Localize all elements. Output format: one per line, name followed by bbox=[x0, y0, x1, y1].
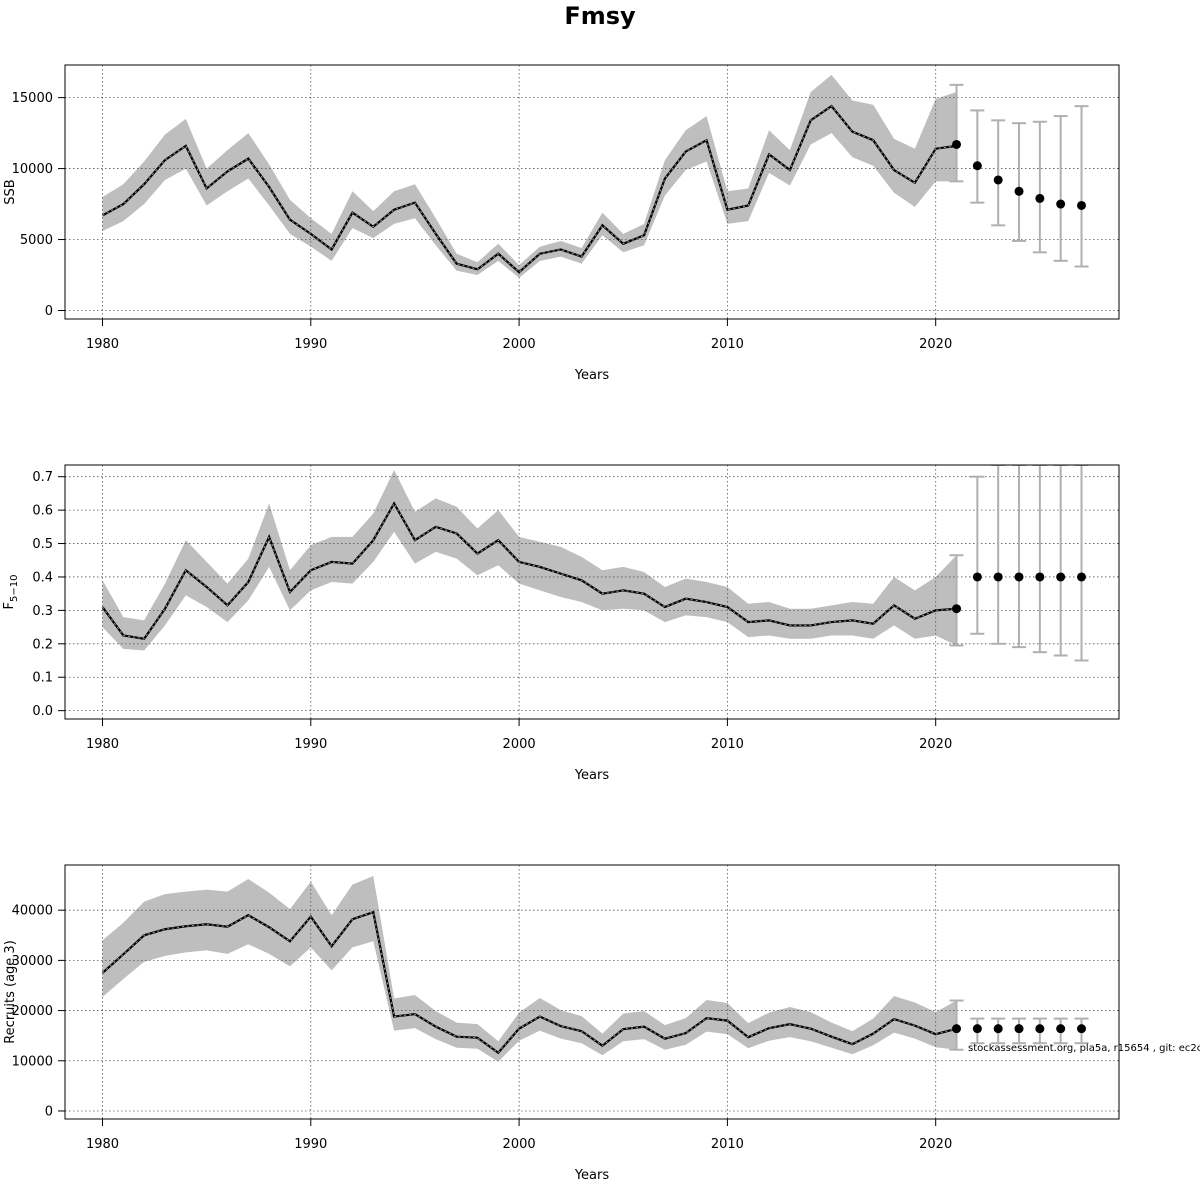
y-tick-label: 0.3 bbox=[32, 604, 53, 619]
forecast-point bbox=[1056, 199, 1066, 209]
x-axis-label: Years bbox=[574, 368, 610, 383]
y-tick-label: 0.2 bbox=[32, 637, 53, 652]
y-tick-label: 30000 bbox=[12, 954, 53, 969]
forecast-point bbox=[952, 139, 962, 149]
x-tick-label: 1990 bbox=[294, 1137, 327, 1152]
forecast-point bbox=[1035, 193, 1045, 203]
forecast-point bbox=[993, 572, 1003, 582]
forecast-point bbox=[972, 161, 982, 171]
y-tick-label: 0 bbox=[45, 304, 53, 319]
forecast-point bbox=[1077, 200, 1087, 210]
forecast-point bbox=[1077, 1024, 1087, 1034]
x-axis-label: Years bbox=[574, 1168, 610, 1183]
x-axis-label: Years bbox=[574, 768, 610, 783]
y-tick-label: 20000 bbox=[12, 1004, 53, 1019]
plot-area bbox=[65, 465, 1119, 719]
y-axis-label: SSB bbox=[3, 179, 18, 204]
y-tick-label: 0.4 bbox=[32, 570, 53, 585]
y-axis-label: Recruits (age 3) bbox=[3, 940, 18, 1044]
x-tick-label: 1980 bbox=[86, 337, 119, 352]
y-tick-label: 0.5 bbox=[32, 537, 53, 552]
y-tick-label: 0 bbox=[45, 1104, 53, 1119]
estimate-line bbox=[101, 104, 957, 274]
forecast-point bbox=[993, 1024, 1003, 1034]
x-tick-label: 2000 bbox=[503, 1137, 536, 1152]
forecast-point bbox=[972, 572, 982, 582]
forecast-point bbox=[993, 175, 1003, 185]
y-tick-label: 0.6 bbox=[32, 504, 53, 519]
x-tick-label: 2020 bbox=[919, 1137, 952, 1152]
confidence-band bbox=[102, 74, 957, 278]
y-axis-label-main: F bbox=[2, 602, 17, 609]
forecast-point bbox=[1014, 572, 1024, 582]
estimate-line-dash bbox=[102, 911, 957, 1054]
recruitment-panel: 1980 1990 2000 2010 2020 0 10000 20000 30000 4000… bbox=[3, 864, 1120, 1183]
plot-frame bbox=[64, 864, 1120, 1120]
forecast-point bbox=[1035, 1024, 1045, 1034]
forecast-point bbox=[1014, 1024, 1024, 1034]
plot-frame bbox=[64, 464, 1120, 720]
y-tick-label: 40000 bbox=[12, 904, 53, 919]
forecast-point bbox=[1014, 186, 1024, 196]
estimate-line-dash bbox=[102, 502, 957, 640]
plot-area bbox=[65, 65, 1119, 319]
y-tick-label: 10000 bbox=[12, 162, 53, 177]
plot-frame bbox=[64, 64, 1120, 320]
y-axis-label-subscript: 5−10 bbox=[9, 575, 20, 602]
x-tick-label: 2020 bbox=[919, 737, 952, 752]
x-tick-label: 2020 bbox=[919, 337, 952, 352]
y-tick-label: 5000 bbox=[20, 233, 53, 248]
x-tick-label: 2010 bbox=[711, 737, 744, 752]
y-tick-label: 0.7 bbox=[32, 470, 53, 485]
confidence-band bbox=[102, 876, 957, 1062]
ssb-panel: 1980 1990 2000 2010 2020 0 5000 10000 15000 Years… bbox=[3, 64, 1120, 383]
x-tick-label: 2000 bbox=[503, 337, 536, 352]
confidence-band bbox=[102, 470, 957, 651]
fishing-mortality-panel: 1980 1990 2000 2010 2020 0.0 0.1 0.2 0.3 0.4 0.5 0.… bbox=[2, 464, 1120, 783]
x-tick-label: 1980 bbox=[86, 737, 119, 752]
forecast-point bbox=[1056, 572, 1066, 582]
x-tick-label: 1990 bbox=[294, 337, 327, 352]
x-tick-label: 2010 bbox=[711, 337, 744, 352]
x-tick-label: 1980 bbox=[86, 1137, 119, 1152]
y-tick-label: 15000 bbox=[12, 91, 53, 106]
forecast-point bbox=[1056, 1024, 1066, 1034]
forecast-point bbox=[952, 604, 962, 614]
y-tick-label: 10000 bbox=[12, 1054, 53, 1069]
forecast-point bbox=[972, 1024, 982, 1034]
y-tick-label: 0.0 bbox=[32, 704, 53, 719]
plot-area bbox=[65, 865, 1119, 1119]
figure-title: Fmsy bbox=[564, 2, 636, 30]
source-footnote: stockassessment.org, pla5a, r15654 , git… bbox=[968, 1043, 1200, 1054]
forecast-point bbox=[1035, 572, 1045, 582]
y-axis-label: F5−10 bbox=[2, 575, 20, 610]
forecast-point bbox=[1077, 572, 1087, 582]
x-tick-label: 2000 bbox=[503, 737, 536, 752]
forecast-point bbox=[952, 1024, 962, 1034]
y-tick-label: 0.1 bbox=[32, 671, 53, 686]
x-tick-label: 1990 bbox=[294, 737, 327, 752]
x-tick-label: 2010 bbox=[711, 1137, 744, 1152]
